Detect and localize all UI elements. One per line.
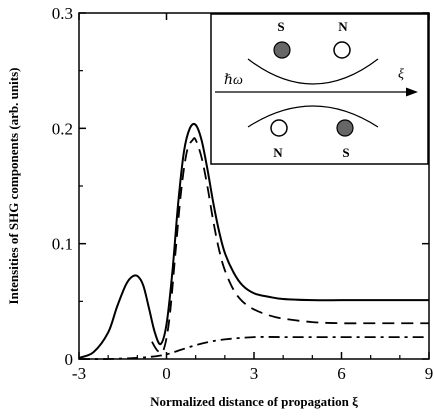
inset-bottom-n-label: N <box>273 145 283 160</box>
y-axis-label: Intensities of SHG components (arb. unit… <box>6 68 21 305</box>
x-axis-label: Normalized distance of propagation ξ <box>150 394 358 409</box>
series-line-dashed <box>151 137 429 354</box>
x-tick-label: 6 <box>337 364 346 383</box>
y-tick-label: 0.3 <box>52 4 73 23</box>
inset-top-n-pole <box>333 41 351 59</box>
inset-bottom-n-pole <box>270 119 288 137</box>
inset-top-s-label: S <box>277 19 284 34</box>
inset-top-s-pole <box>273 41 291 59</box>
y-tick-label: 0.2 <box>52 119 73 138</box>
inset-diagram: S N N S ℏω ξ <box>210 13 429 165</box>
series-line-dash-dot <box>78 336 429 360</box>
inset-arrowhead <box>406 87 418 97</box>
x-tick-label: 9 <box>425 364 434 383</box>
inset-upper-curve <box>247 58 379 85</box>
x-tick-label: 3 <box>250 364 259 383</box>
inset-xi-label: ξ <box>398 67 404 82</box>
inset-top-n-label: N <box>338 19 348 34</box>
inset-frame <box>210 13 429 165</box>
x-tick-label: -3 <box>72 364 86 383</box>
series-layer <box>78 122 429 360</box>
series-line-solid <box>78 122 429 359</box>
y-tick-label: 0 <box>65 350 74 369</box>
inset-bottom-s-label: S <box>342 145 349 160</box>
inset-lower-curve <box>247 105 379 128</box>
y-tick-label: 0.1 <box>52 235 73 254</box>
x-tick-label: 0 <box>162 364 171 383</box>
inset-beam-label: ℏω <box>224 73 243 88</box>
inset-bottom-s-pole <box>336 119 354 137</box>
